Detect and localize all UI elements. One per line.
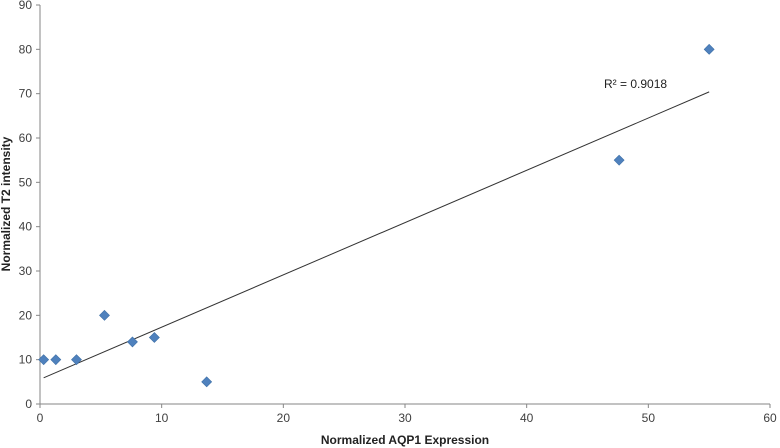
y-axis-title: Normalized T2 intensity: [0, 136, 13, 271]
x-tick-label: 60: [763, 411, 777, 425]
data-point: [71, 354, 82, 366]
x-tick-label: 20: [277, 411, 291, 425]
y-tick-label: 30: [19, 264, 33, 278]
data-point: [148, 332, 160, 343]
r-squared-annotation: R² = 0.9018: [604, 77, 667, 91]
data-point: [127, 336, 138, 348]
x-tick-label: 30: [398, 411, 412, 425]
y-tick-marks: [36, 4, 40, 405]
y-tick-label: 40: [19, 220, 33, 234]
y-tick-label: 50: [19, 175, 33, 189]
data-point: [201, 376, 213, 388]
data-point: [50, 354, 62, 366]
x-tick-label: 50: [642, 411, 656, 425]
data-points: [38, 43, 715, 388]
data-point: [99, 309, 110, 321]
y-tick-labels: 0 10 20 30 40 50 60 70 80 90: [19, 0, 33, 411]
y-tick-label: 60: [19, 131, 33, 145]
x-tick-label: 10: [155, 411, 169, 425]
y-tick-label: 90: [19, 0, 33, 12]
data-point: [613, 154, 625, 166]
y-tick-label: 80: [19, 42, 33, 56]
data-point: [38, 354, 50, 366]
y-tick-label: 20: [19, 308, 33, 322]
x-tick-marks: [39, 404, 771, 408]
trendline: [43, 91, 710, 379]
y-tick-label: 0: [25, 397, 32, 411]
x-tick-label: 40: [520, 411, 534, 425]
x-tick-label: 0: [37, 411, 44, 425]
x-tick-labels: 0 10 20 30 40 50 60: [37, 411, 777, 425]
y-tick-label: 10: [19, 353, 33, 367]
x-axis-title: Normalized AQP1 Expression: [321, 433, 489, 447]
y-tick-label: 70: [19, 87, 33, 101]
data-point: [703, 43, 715, 55]
